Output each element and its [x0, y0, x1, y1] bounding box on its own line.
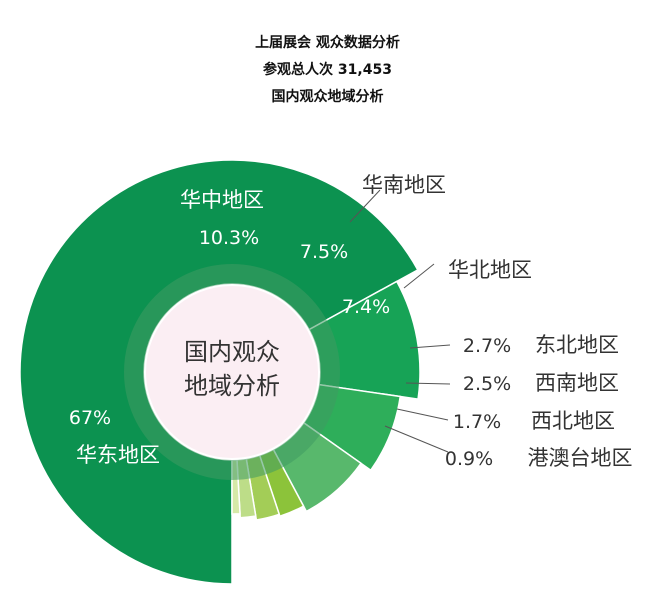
leader-line-4	[403, 263, 435, 289]
slice-name-label-8: 港澳台地区	[528, 446, 633, 470]
chart-subtitle: 参观总人次 31,453	[263, 62, 392, 78]
slice-value-label-6: 2.5%	[463, 373, 511, 395]
leader-line-6	[405, 382, 451, 385]
chart-section-title: 国内观众地域分析	[271, 89, 384, 105]
leader-line-3	[349, 189, 381, 223]
slice-name-label-5: 东北地区	[535, 333, 619, 357]
chart-title: 上届展会 观众数据分析	[255, 35, 400, 51]
slice-value-label-2: 10.3%	[199, 227, 259, 249]
leader-line-7	[396, 408, 449, 421]
center-label-line-2: 地域分析	[184, 372, 280, 400]
slice-value-label-5: 2.7%	[463, 335, 511, 357]
center-disc	[146, 286, 318, 458]
slice-value-label-3: 7.5%	[300, 241, 348, 263]
center-label-line-1: 国内观众	[184, 338, 280, 366]
slice-name-label-6: 西南地区	[535, 371, 619, 395]
leader-line-5	[409, 344, 451, 349]
slice-value-label-1: 67%	[69, 407, 111, 429]
slice-value-label-4: 7.4%	[342, 296, 390, 318]
inner-ring	[124, 264, 340, 480]
slice-1	[19, 159, 419, 585]
chart-titles: 上届展会 观众数据分析 参观总人次 31,453 国内观众地域分析	[0, 30, 655, 111]
slice-value-label-8: 0.9%	[445, 448, 493, 470]
slice-name-label-1: 华东地区	[76, 443, 160, 467]
slice-name-label-4: 华北地区	[448, 258, 532, 282]
leader-line-8	[384, 425, 449, 453]
slice-name-label-3: 华南地区	[362, 173, 446, 197]
slice-value-label-7: 1.7%	[453, 411, 501, 433]
slice-name-label-2: 华中地区	[180, 188, 264, 212]
slice-name-label-7: 西北地区	[531, 409, 615, 433]
